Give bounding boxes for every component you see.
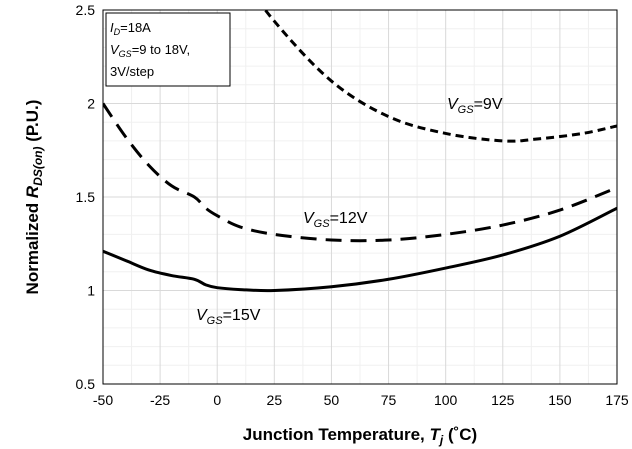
x-tick-label: 150 bbox=[548, 392, 572, 408]
x-tick-label: 75 bbox=[381, 392, 397, 408]
series-label-vgs-15v: VGS=15V bbox=[196, 307, 261, 327]
y-tick-label: 1.5 bbox=[76, 189, 96, 205]
series-line-vgs-12v bbox=[103, 102, 617, 243]
annotation-line-1: ID=18A bbox=[110, 20, 151, 37]
y-tick-label: 0.5 bbox=[76, 376, 96, 392]
y-tick-label: 2.5 bbox=[76, 2, 96, 18]
y-tick-labels: 0.5 1 1.5 2 2.5 bbox=[76, 2, 96, 392]
y-axis-title: Normalized RDS(on) (P.U.) bbox=[23, 100, 45, 295]
x-tick-label: 25 bbox=[267, 392, 283, 408]
x-tick-labels: -50 -25 0 25 50 75 100 125 150 175 bbox=[93, 392, 629, 408]
annotation-box bbox=[105, 12, 231, 87]
plot-area bbox=[102, 9, 618, 385]
x-tick-label: 100 bbox=[434, 392, 458, 408]
x-axis-title: Junction Temperature, Tj (˚C) bbox=[243, 425, 477, 447]
x-tick-label: -25 bbox=[150, 392, 170, 408]
x-tick-label: -50 bbox=[93, 392, 113, 408]
x-tick-label: 0 bbox=[213, 392, 221, 408]
series-line-vgs-9v bbox=[263, 10, 617, 143]
annotation-line-3: 3V/step bbox=[110, 64, 154, 79]
series-group bbox=[103, 10, 617, 293]
series-line-vgs-15v bbox=[103, 206, 617, 293]
x-tick-label: 50 bbox=[324, 392, 340, 408]
series-label-vgs-9v: VGS=9V bbox=[447, 96, 503, 116]
x-tick-label: 175 bbox=[605, 392, 629, 408]
series-label-vgs-12v: VGS=12V bbox=[303, 210, 368, 230]
annotation-line-2: VGS=9 to 18V, bbox=[110, 42, 190, 59]
y-tick-label: 1 bbox=[87, 283, 95, 299]
x-tick-label: 125 bbox=[491, 392, 515, 408]
y-tick-label: 2 bbox=[87, 96, 95, 112]
grid bbox=[102, 9, 618, 385]
